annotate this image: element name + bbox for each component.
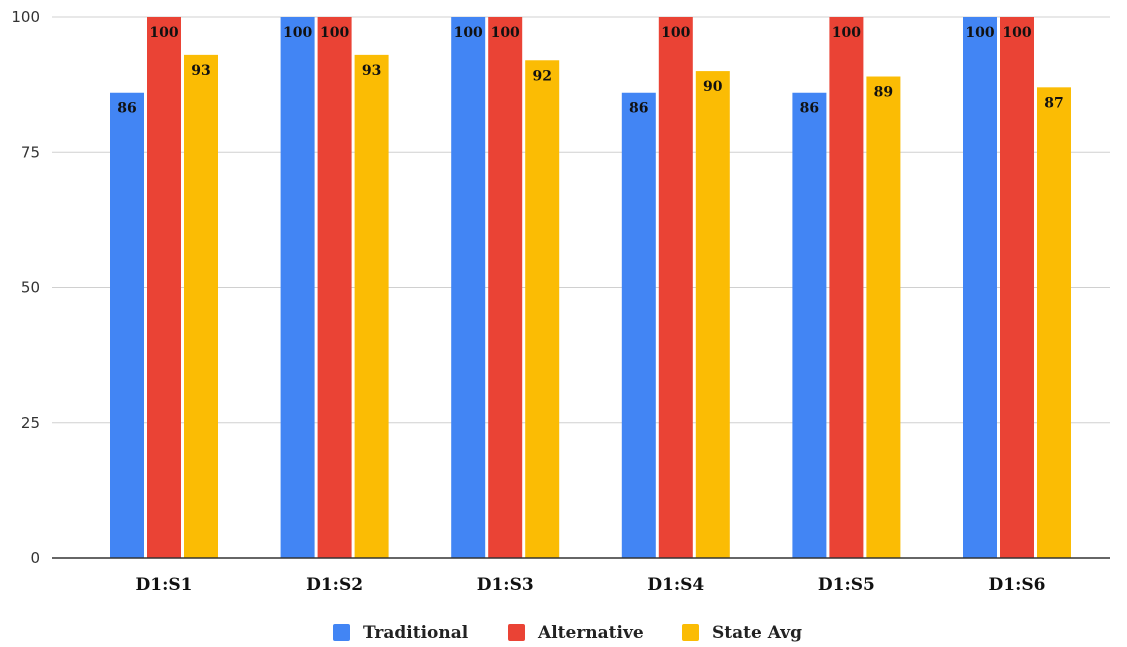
legend-item-state-avg[interactable]: State Avg bbox=[682, 623, 802, 643]
x-tick-label: D1:S6 bbox=[989, 575, 1046, 595]
data-label: 86 bbox=[117, 101, 136, 117]
data-label: 86 bbox=[629, 101, 648, 117]
bar-state-avg bbox=[184, 54, 218, 559]
y-tick-label: 50 bbox=[21, 279, 40, 297]
bar-alternative bbox=[829, 17, 864, 558]
legend-swatch bbox=[508, 624, 525, 641]
data-label: 100 bbox=[320, 25, 349, 41]
data-label: 100 bbox=[454, 25, 483, 41]
x-tick-label: D1:S2 bbox=[306, 575, 363, 595]
bar-alternative bbox=[488, 17, 523, 558]
bar-traditional bbox=[280, 17, 315, 558]
data-label: 92 bbox=[532, 68, 551, 84]
bar-traditional bbox=[451, 17, 486, 558]
bar-alternative bbox=[317, 17, 352, 558]
bars bbox=[110, 17, 1071, 559]
data-label: 100 bbox=[149, 25, 178, 41]
bar-traditional bbox=[621, 92, 656, 559]
legend-item-alternative[interactable]: Alternative bbox=[508, 623, 644, 643]
x-axis-ticks: D1:S1 D1:S2 D1:S3 D1:S4 D1:S5 D1:S6 bbox=[136, 575, 1046, 595]
legend-label: State Avg bbox=[712, 623, 802, 643]
data-label: 93 bbox=[362, 63, 381, 79]
data-label: 100 bbox=[1002, 25, 1031, 41]
x-tick-label: D1:S3 bbox=[477, 575, 534, 595]
x-tick-label: D1:S5 bbox=[818, 575, 875, 595]
x-tick-label: D1:S4 bbox=[647, 575, 704, 595]
bar-alternative bbox=[658, 17, 693, 558]
data-label: 100 bbox=[491, 25, 520, 41]
bar-state-avg bbox=[695, 71, 730, 558]
legend-item-traditional[interactable]: Traditional bbox=[333, 623, 469, 643]
data-label: 100 bbox=[832, 25, 861, 41]
data-labels: 86 100 93 100 100 93 100 100 92 86 100 90 86 100 89 100… bbox=[117, 25, 1063, 117]
x-tick-label: D1:S1 bbox=[136, 575, 193, 595]
legend-swatch bbox=[682, 624, 699, 641]
bar-alternative bbox=[1000, 17, 1034, 558]
bar-state-avg bbox=[354, 54, 389, 559]
data-label: 100 bbox=[283, 25, 312, 41]
data-label: 86 bbox=[800, 101, 819, 117]
y-tick-label: 75 bbox=[21, 143, 40, 161]
legend-label: Traditional bbox=[363, 623, 469, 643]
bar-state-avg bbox=[866, 76, 901, 558]
y-tick-label: 0 bbox=[30, 549, 40, 567]
data-label: 90 bbox=[703, 79, 723, 95]
bar-traditional bbox=[963, 17, 997, 558]
legend-swatch bbox=[333, 624, 350, 641]
data-label: 93 bbox=[191, 63, 210, 79]
y-axis-ticks: 0 25 50 75 100 bbox=[11, 8, 40, 567]
bar-traditional bbox=[792, 92, 827, 559]
bar-state-avg bbox=[1037, 87, 1071, 558]
gridlines bbox=[52, 16, 1110, 424]
legend[interactable]: Traditional Alternative State Avg bbox=[333, 623, 802, 643]
y-tick-label: 25 bbox=[21, 414, 40, 432]
data-label: 89 bbox=[874, 85, 893, 101]
data-label: 100 bbox=[661, 25, 690, 41]
bar-state-avg bbox=[525, 60, 560, 558]
bar-alternative bbox=[147, 17, 181, 558]
legend-label: Alternative bbox=[537, 623, 644, 643]
data-label: 100 bbox=[965, 25, 994, 41]
y-tick-label: 100 bbox=[11, 8, 40, 26]
data-label: 87 bbox=[1044, 95, 1063, 111]
bar-traditional bbox=[110, 92, 144, 559]
